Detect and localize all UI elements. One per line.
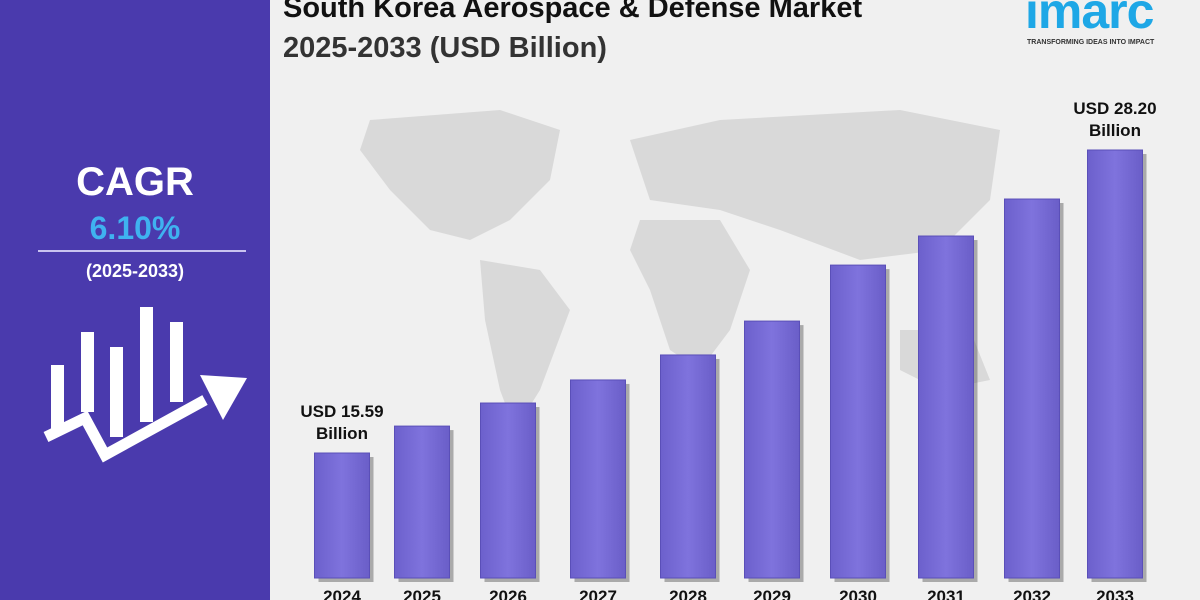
x-tick-label: 2024	[323, 587, 361, 600]
growth-chart-icon	[43, 307, 247, 463]
bar-2026	[480, 402, 536, 579]
bar-2025	[394, 425, 450, 579]
title-line-1: South Korea Aerospace & Defense Market	[283, 0, 863, 24]
x-tick-label: 2028	[669, 587, 707, 600]
data-label: USD 28.20	[1073, 99, 1156, 118]
data-label: Billion	[316, 424, 368, 443]
bar-2031	[918, 235, 974, 579]
cagr-panel: CAGR 6.10% (2025-2033)	[0, 0, 270, 600]
bar-2027	[570, 379, 626, 579]
imarc-logo: imarc	[1025, 0, 1154, 34]
title-line-2: 2025-2033 (USD Billion)	[283, 32, 607, 64]
cagr-value: 6.10%	[89, 210, 181, 246]
bar-2033	[1087, 149, 1143, 579]
bar-2024	[314, 452, 370, 579]
bar-2030	[830, 264, 886, 579]
x-tick-label: 2031	[927, 587, 965, 600]
data-label: USD 15.59	[300, 402, 383, 421]
x-tick-label: 2026	[489, 587, 527, 600]
x-tick-label: 2029	[753, 587, 791, 600]
x-tick-label: 2027	[579, 587, 617, 600]
x-tick-label: 2030	[839, 587, 877, 600]
cagr-period: (2025-2033)	[85, 261, 185, 281]
logo-tagline: TRANSFORMING IDEAS INTO IMPACT	[1027, 39, 1155, 46]
x-tick-label: 2033	[1096, 587, 1134, 600]
cagr-label: CAGR	[76, 160, 194, 204]
chart-title: South Korea Aerospace & Defense Market 2…	[283, 0, 862, 68]
x-tick-label: 2032	[1013, 587, 1051, 600]
divider	[38, 250, 246, 252]
bar-2028	[660, 354, 716, 579]
data-label: Billion	[1089, 121, 1141, 140]
bar-2032	[1004, 198, 1060, 579]
x-tick-label: 2025	[403, 587, 441, 600]
bar-2029	[744, 320, 800, 579]
